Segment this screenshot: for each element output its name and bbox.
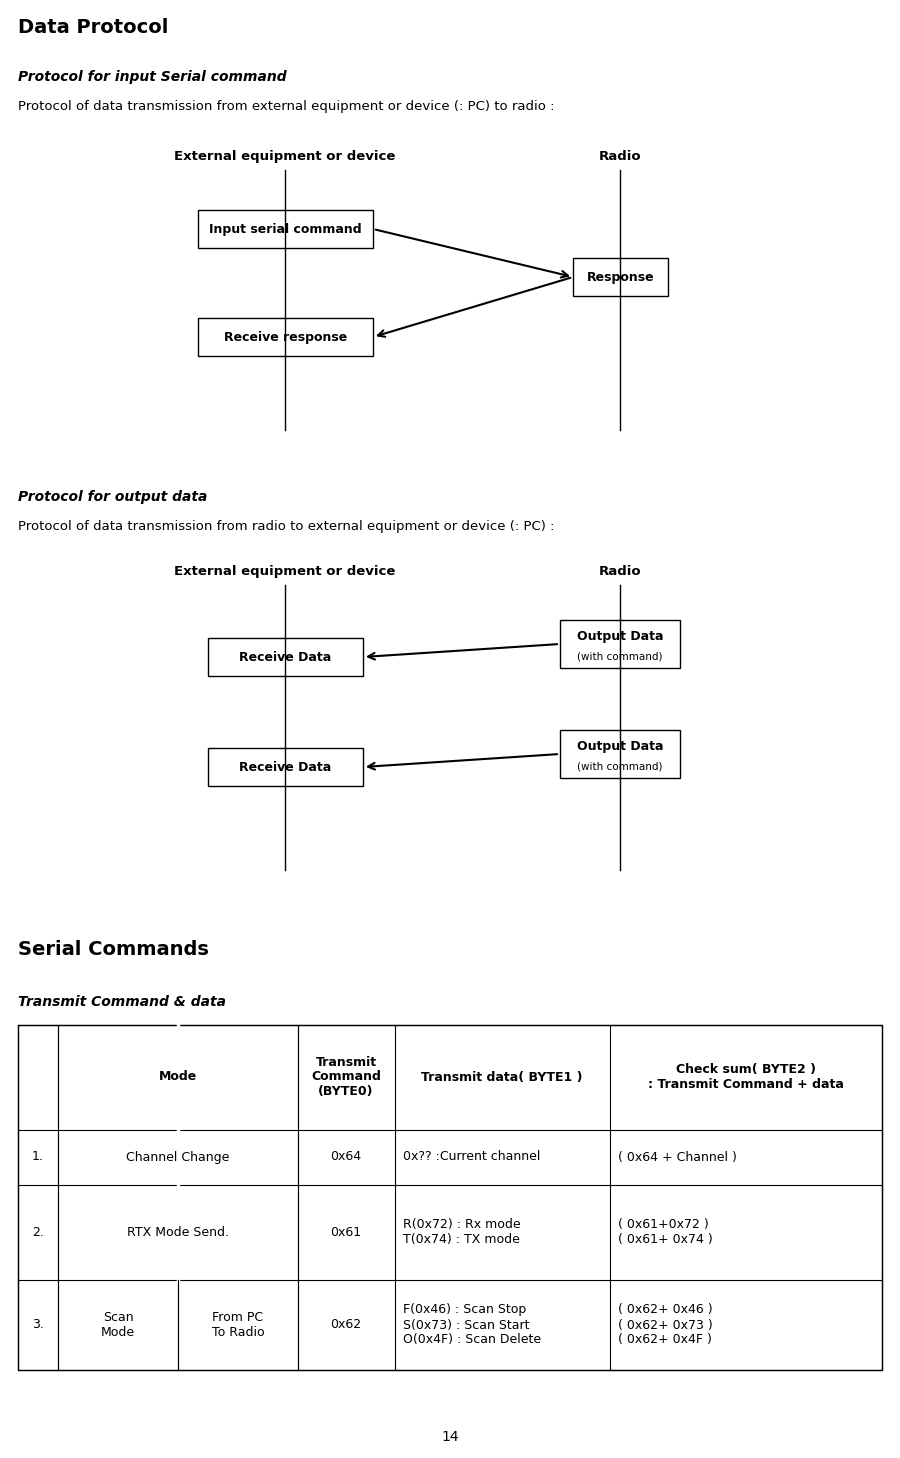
Bar: [208, 748, 363, 786]
Bar: [18, 1025, 882, 1371]
Text: Serial Commands: Serial Commands: [18, 940, 209, 959]
Text: 14: 14: [441, 1430, 459, 1443]
Text: Radio: Radio: [598, 150, 642, 163]
Text: Receive Data: Receive Data: [239, 650, 331, 663]
Text: 3.: 3.: [32, 1318, 44, 1331]
Text: R(0x72) : Rx mode
T(0x74) : TX mode: R(0x72) : Rx mode T(0x74) : TX mode: [403, 1217, 520, 1247]
Text: (with command): (with command): [577, 761, 662, 771]
Text: Transmit
Command
(BYTE0): Transmit Command (BYTE0): [311, 1056, 381, 1098]
Text: Transmit data( BYTE1 ): Transmit data( BYTE1 ): [421, 1070, 583, 1083]
Text: 0x62: 0x62: [330, 1318, 362, 1331]
Text: Input serial command: Input serial command: [209, 223, 362, 236]
Text: Output Data: Output Data: [577, 739, 663, 752]
Bar: [560, 730, 680, 779]
Text: Protocol for input Serial command: Protocol for input Serial command: [18, 70, 286, 85]
Bar: [198, 318, 373, 356]
Text: Transmit Command & data: Transmit Command & data: [18, 994, 226, 1009]
Text: F(0x46) : Scan Stop
S(0x73) : Scan Start
O(0x4F) : Scan Delete: F(0x46) : Scan Stop S(0x73) : Scan Start…: [403, 1303, 541, 1347]
Text: 0x64: 0x64: [330, 1150, 362, 1163]
Text: Radio: Radio: [598, 566, 642, 577]
Text: Data Protocol: Data Protocol: [18, 17, 168, 36]
Text: ( 0x61+0x72 )
( 0x61+ 0x74 ): ( 0x61+0x72 ) ( 0x61+ 0x74 ): [618, 1217, 713, 1247]
Text: ( 0x64 + Channel ): ( 0x64 + Channel ): [618, 1150, 737, 1163]
Text: Protocol of data transmission from radio to external equipment or device (: PC) : Protocol of data transmission from radio…: [18, 521, 554, 534]
Bar: [560, 620, 680, 668]
Text: Receive Data: Receive Data: [239, 761, 331, 774]
Text: Mode: Mode: [159, 1070, 197, 1083]
Text: Protocol of data transmission from external equipment or device (: PC) to radio : Protocol of data transmission from exter…: [18, 101, 554, 114]
Bar: [573, 258, 668, 296]
Text: ( 0x62+ 0x46 )
( 0x62+ 0x73 )
( 0x62+ 0x4F ): ( 0x62+ 0x46 ) ( 0x62+ 0x73 ) ( 0x62+ 0x…: [618, 1303, 713, 1347]
Text: Output Data: Output Data: [577, 630, 663, 643]
Text: (with command): (with command): [577, 652, 662, 660]
Text: Response: Response: [587, 271, 654, 283]
Text: External equipment or device: External equipment or device: [175, 150, 396, 163]
Text: Scan
Mode: Scan Mode: [101, 1311, 135, 1338]
Text: From PC
To Radio: From PC To Radio: [212, 1311, 265, 1338]
Text: Receive response: Receive response: [224, 331, 347, 344]
Text: 0x?? :Current channel: 0x?? :Current channel: [403, 1150, 540, 1163]
Text: 0x61: 0x61: [330, 1226, 362, 1238]
Text: Check sum( BYTE2 )
: Transmit Command + data: Check sum( BYTE2 ) : Transmit Command + …: [648, 1063, 844, 1091]
Text: Protocol for output data: Protocol for output data: [18, 490, 207, 504]
Text: 1.: 1.: [32, 1150, 44, 1163]
Text: Channel Change: Channel Change: [126, 1150, 230, 1163]
Text: RTX Mode Send.: RTX Mode Send.: [127, 1226, 229, 1238]
Text: External equipment or device: External equipment or device: [175, 566, 396, 577]
Bar: [208, 639, 363, 677]
Bar: [198, 210, 373, 248]
Text: 2.: 2.: [32, 1226, 44, 1238]
